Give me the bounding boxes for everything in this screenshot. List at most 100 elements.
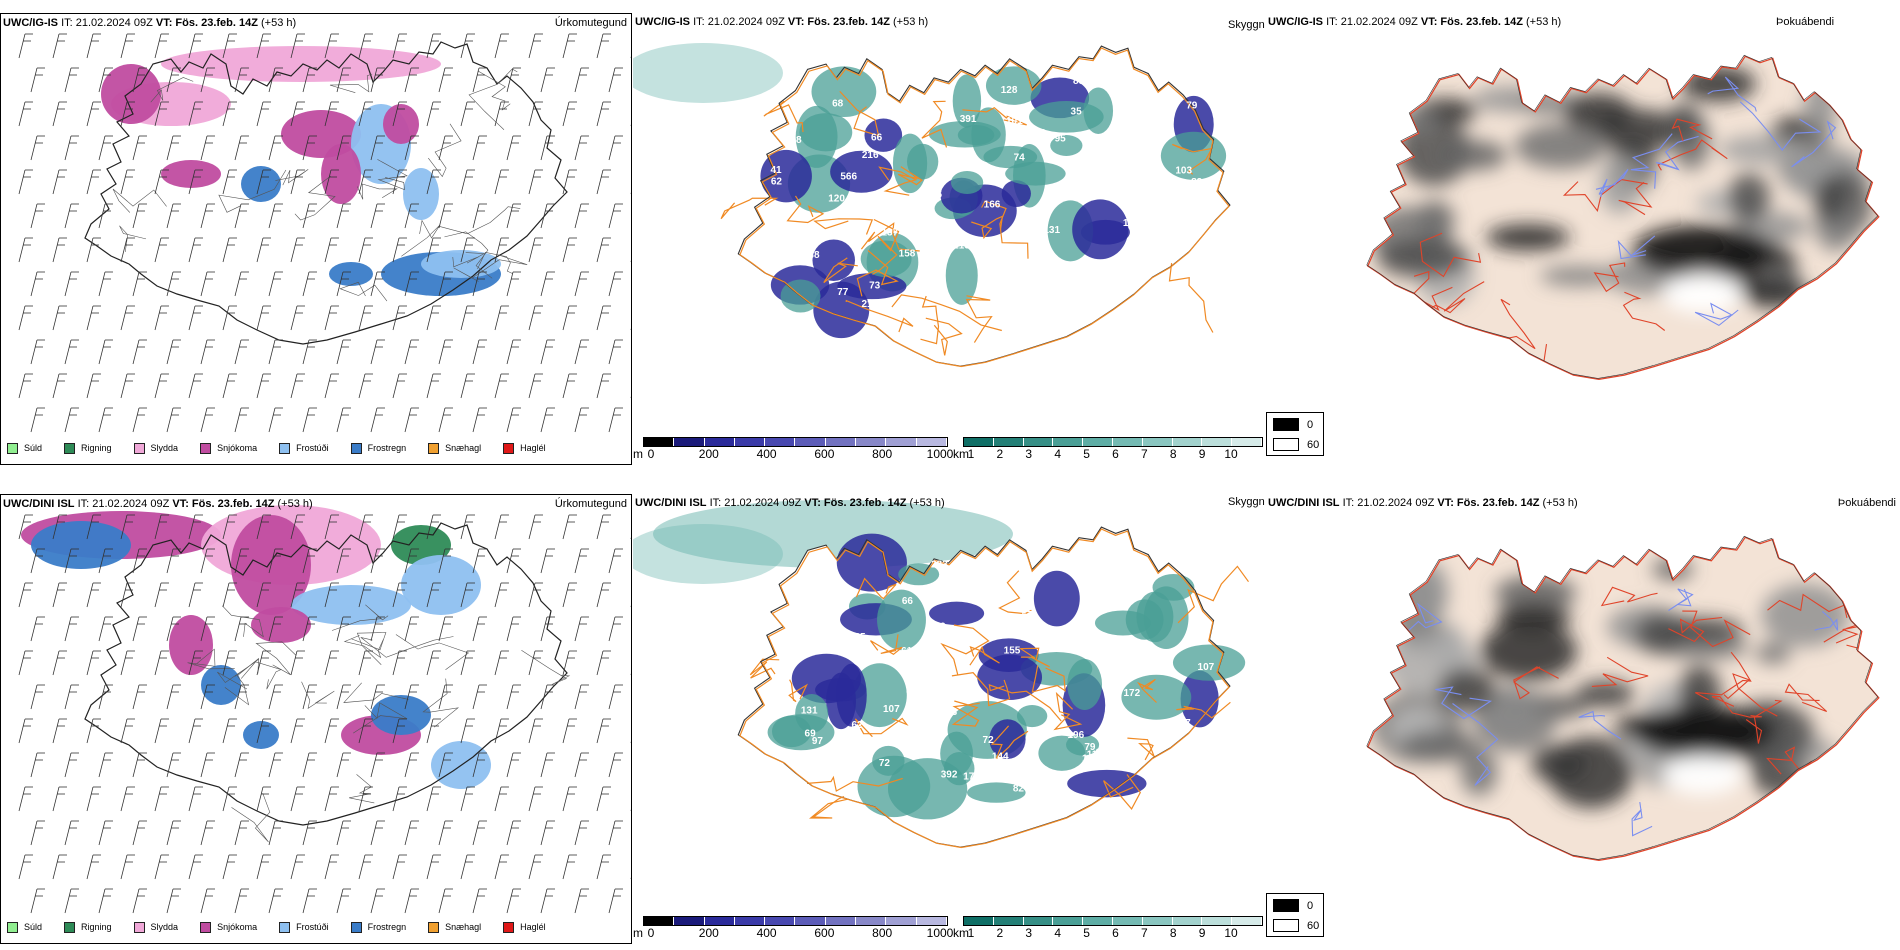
scale-cell <box>1023 917 1054 925</box>
valid-time: Fös. 23.feb. 14Z <box>1440 16 1523 28</box>
visibility-value-label: 69 <box>805 729 817 740</box>
scale-unit: m <box>633 447 643 461</box>
visibility-value-label: 66 <box>1163 251 1175 262</box>
visibility-value-label: 170 <box>1021 773 1038 784</box>
visibility-value-label: 133 <box>940 707 957 718</box>
visibility-meter-scale: m 0 200 400 600 800 1000 <box>633 916 953 940</box>
scale-tick-label: 800 <box>872 926 893 940</box>
legend-swatch <box>279 442 291 454</box>
legend-label: Haglél <box>520 443 546 453</box>
visibility-value-label: 103 <box>1082 753 1099 764</box>
scale-cell <box>644 917 675 925</box>
precip-legend-item: Slydda <box>133 921 178 933</box>
visibility-value-label: 61 <box>1095 747 1107 758</box>
visibility-value-label: 77 <box>837 287 849 298</box>
visibility-value-label: 196 <box>1067 730 1084 741</box>
valid-time-label: VT: <box>1420 16 1438 28</box>
visibility-value-label: 72 <box>983 735 995 746</box>
legend-swatch <box>1273 899 1299 912</box>
visibility-value-label: 392 <box>941 770 958 781</box>
precip-type-map <box>18 505 631 914</box>
legend-label: Slydda <box>150 443 179 453</box>
scale-tick-label: 400 <box>756 447 777 461</box>
valid-time: Fös. 23.feb. 14Z <box>1456 497 1540 509</box>
visibility-value-label: 176 <box>963 771 980 782</box>
scale-tick-label: 4 <box>1054 447 1061 461</box>
valid-time: Fös. 23.feb. 14Z <box>823 497 907 509</box>
init-time: IT: 21.02.2024 09Z <box>709 497 802 509</box>
visibility-value-label: 391 <box>960 114 977 125</box>
lead-time: (+53 h) <box>261 17 297 29</box>
visibility-value-label: 131 <box>1043 225 1060 236</box>
legend-label: Rigning <box>81 922 112 932</box>
scale-tick-label: 6 <box>1112 926 1119 940</box>
legend-swatch <box>7 921 18 933</box>
scale-cell <box>886 438 917 446</box>
scale-cell <box>1112 917 1143 925</box>
valid-time: Fös. 23.feb. 14Z <box>807 16 890 28</box>
scale-tick-label: 10 <box>1224 926 1238 940</box>
scale-cell <box>964 917 994 925</box>
legend-swatch <box>133 921 145 933</box>
legend-label: 60 <box>1307 438 1320 451</box>
precip-type-map <box>18 33 631 433</box>
scale-tick-label: 9 <box>1198 447 1206 461</box>
legend-swatch <box>1273 418 1299 431</box>
model-name: UWC/DINI ISL <box>1268 497 1340 509</box>
legend-label: 60 <box>1307 919 1320 932</box>
visibility-value-label: 107 <box>1198 662 1215 673</box>
legend-swatch <box>350 921 362 933</box>
precip-type-panel-top: UWC/IG-IS IT: 21.02.2024 09Z VT: Fös. 23… <box>0 13 632 465</box>
visibility-value-label: 35 <box>1071 107 1083 118</box>
scale-tick-labels: km 1 2 3 4 5 6 7 8 9 10 <box>953 926 1263 940</box>
scale-tick-label: 3 <box>1025 447 1033 461</box>
visibility-value-label: 158 <box>899 249 916 260</box>
visibility-value-label: 126 <box>1109 662 1126 673</box>
scale-tick-label: 8 <box>1169 447 1177 461</box>
visibility-value-label: 144 <box>992 751 1009 762</box>
scale-tick-label: 1 <box>967 926 975 940</box>
visibility-value-label: 116 <box>986 762 1003 773</box>
scale-cell <box>1053 917 1084 925</box>
scale-tick-label: 200 <box>698 926 719 940</box>
visibility-value-label: 106 <box>925 190 942 201</box>
scale-cell <box>795 438 826 446</box>
scale-cell <box>1172 438 1203 446</box>
visibility-value-label: 283 <box>931 560 948 571</box>
precip-legend-item: Súld <box>7 921 42 933</box>
visibility-value-label: 202 <box>849 646 866 657</box>
scale-cell <box>916 917 947 925</box>
scale-cell <box>964 438 994 446</box>
legend-swatch <box>1273 438 1299 451</box>
scale-tick-label: 1 <box>967 447 975 461</box>
visibility-value-label: 120 <box>828 194 845 205</box>
precip-type-panel-bottom: UWC/DINI ISL IT: 21.02.2024 09Z VT: Fös.… <box>0 494 632 944</box>
visibility-value-label: 216 <box>862 150 879 161</box>
scale-cell <box>1142 917 1173 925</box>
precip-legend-item: Rigning <box>64 442 112 454</box>
fog-indicator-map <box>1366 535 1880 862</box>
panel-kind-label: Úrkomutegund <box>554 498 627 510</box>
fog-legend-bottom: 0 60 <box>1266 893 1324 937</box>
legend-swatch <box>1273 919 1299 932</box>
lead-time: (+53 h) <box>1542 497 1578 509</box>
panel-kind-label: Þokuábendi <box>1776 16 1835 28</box>
visibility-panel-top: UWC/IG-IS IT: 21.02.2024 09Z VT: Fös. 23… <box>633 13 1265 465</box>
valid-time: Fös. 23.feb. 14Z <box>191 498 275 510</box>
scale-tick-labels: m 0 200 400 600 800 1000 <box>633 447 953 461</box>
scale-color-cells <box>643 437 948 447</box>
model-name: UWC/IG-IS <box>635 16 690 28</box>
precip-legend-item: Haglél <box>503 442 546 454</box>
lead-time: (+53 h) <box>893 16 929 28</box>
visibility-value-label: 60 <box>837 232 849 243</box>
visibility-value-label: 115 <box>1087 750 1104 761</box>
visibility-value-label: 155 <box>1004 646 1021 657</box>
visibility-value-label: 96 <box>1064 268 1076 279</box>
visibility-value-label: 50 <box>797 649 809 660</box>
panel-kind-label: Þokuábendi <box>1837 497 1896 509</box>
scale-cell <box>1232 438 1262 446</box>
panel-header: UWC/DINI ISL IT: 21.02.2024 09Z VT: Fös.… <box>635 497 945 509</box>
visibility-value-label: 115 <box>1021 301 1038 312</box>
visibility-value-label: 138 <box>803 250 820 261</box>
visibility-value-label: 66 <box>871 133 883 144</box>
